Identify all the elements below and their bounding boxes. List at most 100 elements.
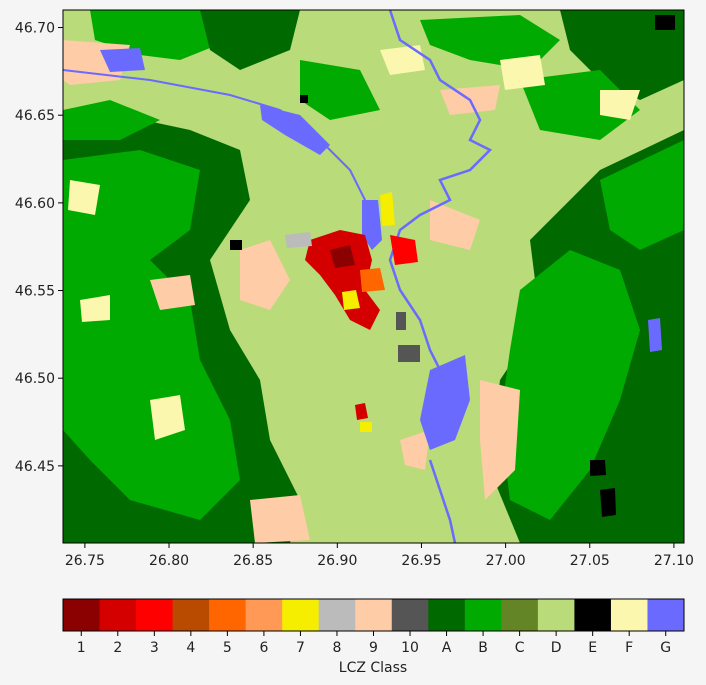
lake-city (362, 200, 382, 250)
colorbar-swatch-g (647, 599, 685, 631)
colorbar-swatch-10 (391, 599, 429, 631)
bare-rock-5 (300, 95, 308, 103)
river-south (428, 459, 457, 543)
sparse-built-2 (240, 240, 290, 310)
bare-rock-1 (600, 488, 616, 517)
bare-rock-2 (590, 460, 606, 476)
bare-rock-3 (230, 240, 242, 250)
y-axis: 46.70 46.65 46.60 46.55 46.50 46.45 (15, 21, 63, 475)
urban-heavy-industry (398, 345, 420, 362)
forest-west-scattered (63, 150, 240, 520)
colorbar-swatch-c (501, 599, 539, 631)
forest-west-scattered-2 (63, 100, 160, 140)
colorbar-swatch-1 (63, 599, 101, 631)
y-tick-label: 46.70 (15, 21, 55, 37)
urban-south-yellow (360, 422, 372, 432)
x-tick-label: 26.90 (317, 553, 357, 569)
sparse-built-8 (400, 430, 430, 470)
forest-east-scattered-2 (600, 140, 684, 250)
lake-east (648, 318, 662, 352)
urban-large-lowrise (285, 232, 312, 248)
colorbar-tick-label: 5 (223, 640, 232, 656)
urban-core-red (390, 235, 418, 265)
x-tick-label: 26.95 (401, 553, 441, 569)
bare-rock-4 (655, 15, 675, 30)
urban-open-midrise (360, 268, 385, 292)
urban-south-patch (355, 403, 368, 420)
colorbar-swatch-8 (318, 599, 356, 631)
forest-north-6 (300, 60, 380, 120)
lake-north (100, 48, 145, 72)
urban-core-compact (305, 230, 380, 330)
colorbar-tick-label: F (625, 640, 633, 656)
colorbar-tick-label: B (478, 640, 488, 656)
colorbar-tick-label: D (551, 640, 562, 656)
colorbar-title: LCZ Class (339, 660, 407, 676)
colorbar-frame (62, 598, 685, 632)
forest-north-3 (420, 15, 560, 70)
y-tick-label: 46.45 (15, 459, 55, 475)
sparse-built-4 (480, 380, 520, 500)
x-tick-label: 26.80 (149, 553, 189, 569)
forest-north-4 (560, 10, 684, 100)
y-tick-label: 46.55 (15, 284, 55, 300)
bush-4 (600, 90, 640, 120)
colorbar-swatch-f (610, 599, 648, 631)
colorbar-tick-label: 9 (369, 640, 378, 656)
colorbar-tick-label: C (515, 640, 525, 656)
colorbar-tick-label: 8 (333, 640, 342, 656)
colorbar-swatch-b (464, 599, 502, 631)
forest-north-2 (200, 10, 300, 70)
map-frame (62, 9, 685, 544)
lcz-colorbar: 1 2 3 4 5 6 7 8 9 10 A B C D E F G (62, 598, 685, 656)
y-tick-label: 46.65 (15, 108, 55, 124)
sparse-built-3 (430, 200, 480, 250)
urban-lightweight-2 (380, 192, 395, 226)
lcz-map (63, 10, 684, 543)
colorbar-tick-label: 7 (296, 640, 305, 656)
bush-1 (68, 180, 100, 215)
x-axis: 26.75 26.80 26.85 26.90 26.95 27.00 27.05 27.10 (65, 543, 694, 569)
y-tick-label: 46.50 (15, 371, 55, 387)
colorbar-swatch-2 (99, 599, 137, 631)
forest-east-scattered (500, 250, 640, 520)
x-tick-label: 27.10 (654, 553, 694, 569)
colorbar-swatch-6 (245, 599, 283, 631)
colorbar-swatch-5 (209, 599, 247, 631)
sparse-built-6 (150, 275, 195, 310)
x-tick-label: 26.75 (65, 553, 105, 569)
lake-reservoir (260, 105, 330, 155)
colorbar-tick-label: 2 (113, 640, 122, 656)
bush-3 (500, 55, 545, 90)
colorbar-swatch-e (574, 599, 612, 631)
x-tick-label: 27.00 (486, 553, 526, 569)
colorbar-swatch-4 (172, 599, 210, 631)
colorbar-swatch-d (537, 599, 575, 631)
colorbar-tick-label: 1 (77, 640, 86, 656)
sparse-built-7 (250, 495, 310, 543)
colorbar-tick-label: E (588, 640, 597, 656)
colorbar-tick-label: A (442, 640, 452, 656)
y-tick-label: 46.60 (15, 196, 55, 212)
colorbar-tick-label: G (660, 640, 671, 656)
colorbar-tick-label: 6 (259, 640, 268, 656)
x-tick-label: 26.85 (233, 553, 273, 569)
colorbar-tick-label: 4 (186, 640, 195, 656)
river-main (388, 10, 493, 401)
bush-6 (80, 295, 110, 322)
urban-heavy-industry-2 (396, 312, 406, 330)
urban-core-dark (330, 245, 355, 268)
lake-south (420, 355, 470, 450)
colorbar-swatch-7 (282, 599, 320, 631)
bush-5 (380, 45, 425, 75)
colorbar-swatch-3 (136, 599, 174, 631)
colorbar-tick-label: 10 (401, 640, 419, 656)
colorbar-swatch-9 (355, 599, 393, 631)
colorbar-swatch-a (428, 599, 466, 631)
bush-2 (150, 395, 185, 440)
x-tick-label: 27.05 (570, 553, 610, 569)
colorbar-tick-label: 3 (150, 640, 159, 656)
forest-northeast-5 (520, 70, 640, 140)
urban-lightweight (342, 290, 360, 310)
